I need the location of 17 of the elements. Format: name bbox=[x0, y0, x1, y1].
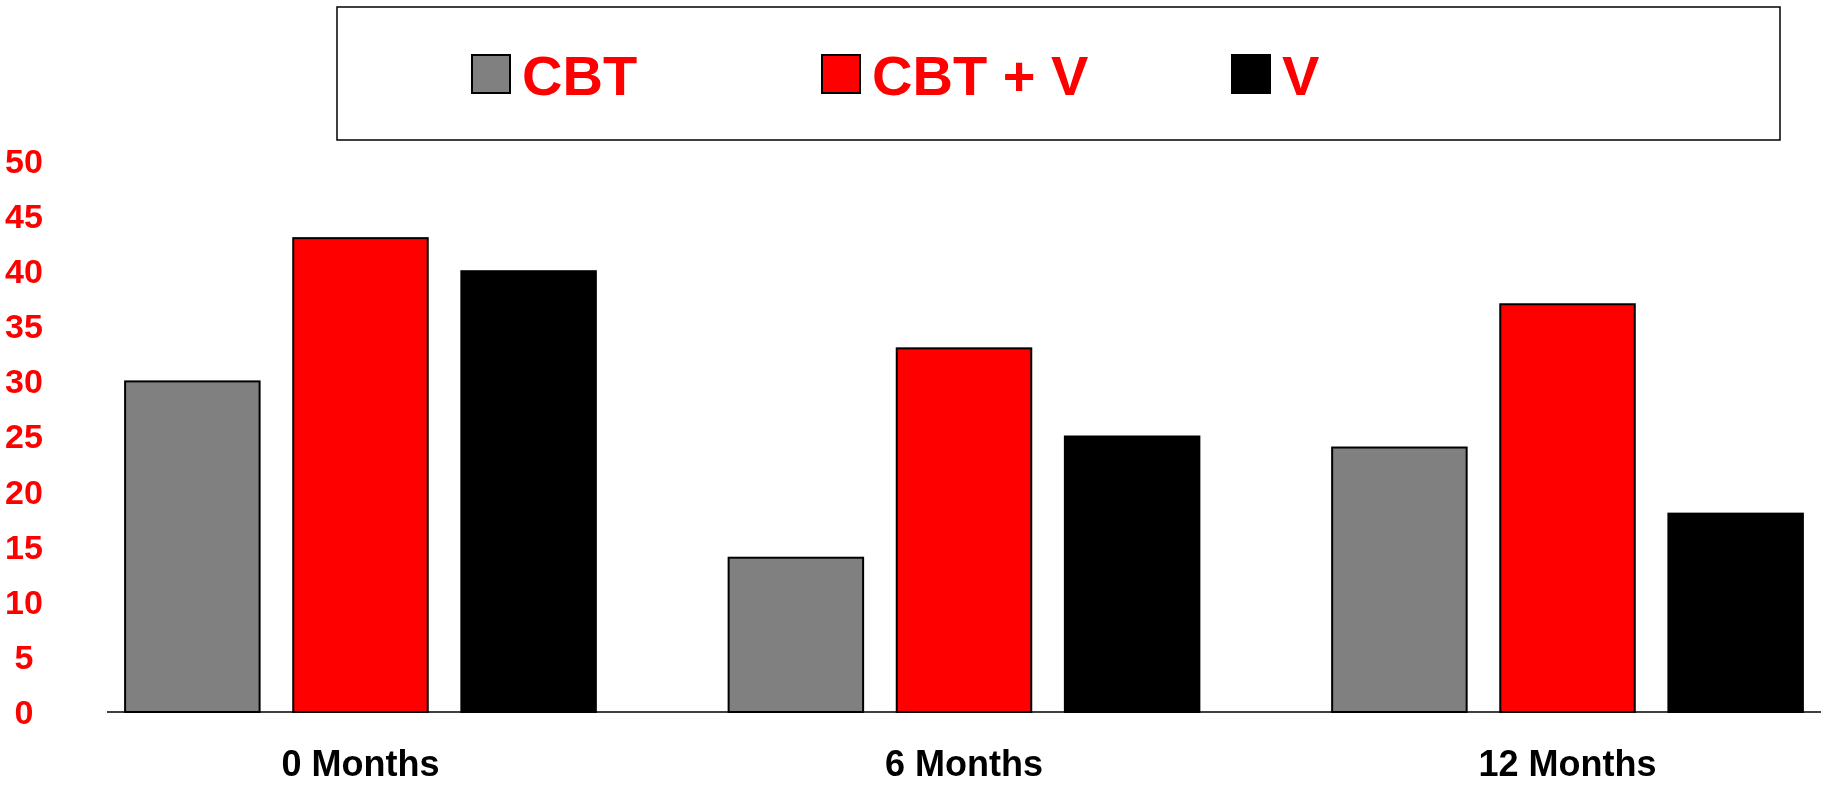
y-tick-label: 0 bbox=[14, 692, 34, 731]
y-tick-label: 35 bbox=[5, 307, 43, 346]
y-tick-label: 50 bbox=[5, 141, 43, 180]
y-tick-label: 20 bbox=[5, 472, 43, 511]
y-tick-label: 15 bbox=[5, 527, 43, 566]
x-tick-label: 6 Months bbox=[885, 743, 1043, 784]
legend-label: CBT + V bbox=[872, 44, 1089, 107]
y-tick-label: 25 bbox=[5, 417, 43, 456]
y-tick-label: 30 bbox=[5, 362, 43, 401]
x-tick-label: 12 Months bbox=[1478, 743, 1657, 784]
y-tick-label: 40 bbox=[5, 252, 43, 291]
y-tick-label: 10 bbox=[5, 582, 43, 621]
legend-label: CBT bbox=[522, 44, 638, 107]
y-tick-label: 45 bbox=[5, 197, 43, 235]
legend-label: V bbox=[1282, 44, 1320, 107]
x-tick-label: 0 Months bbox=[281, 743, 440, 784]
y-tick-label: 5 bbox=[14, 637, 34, 676]
